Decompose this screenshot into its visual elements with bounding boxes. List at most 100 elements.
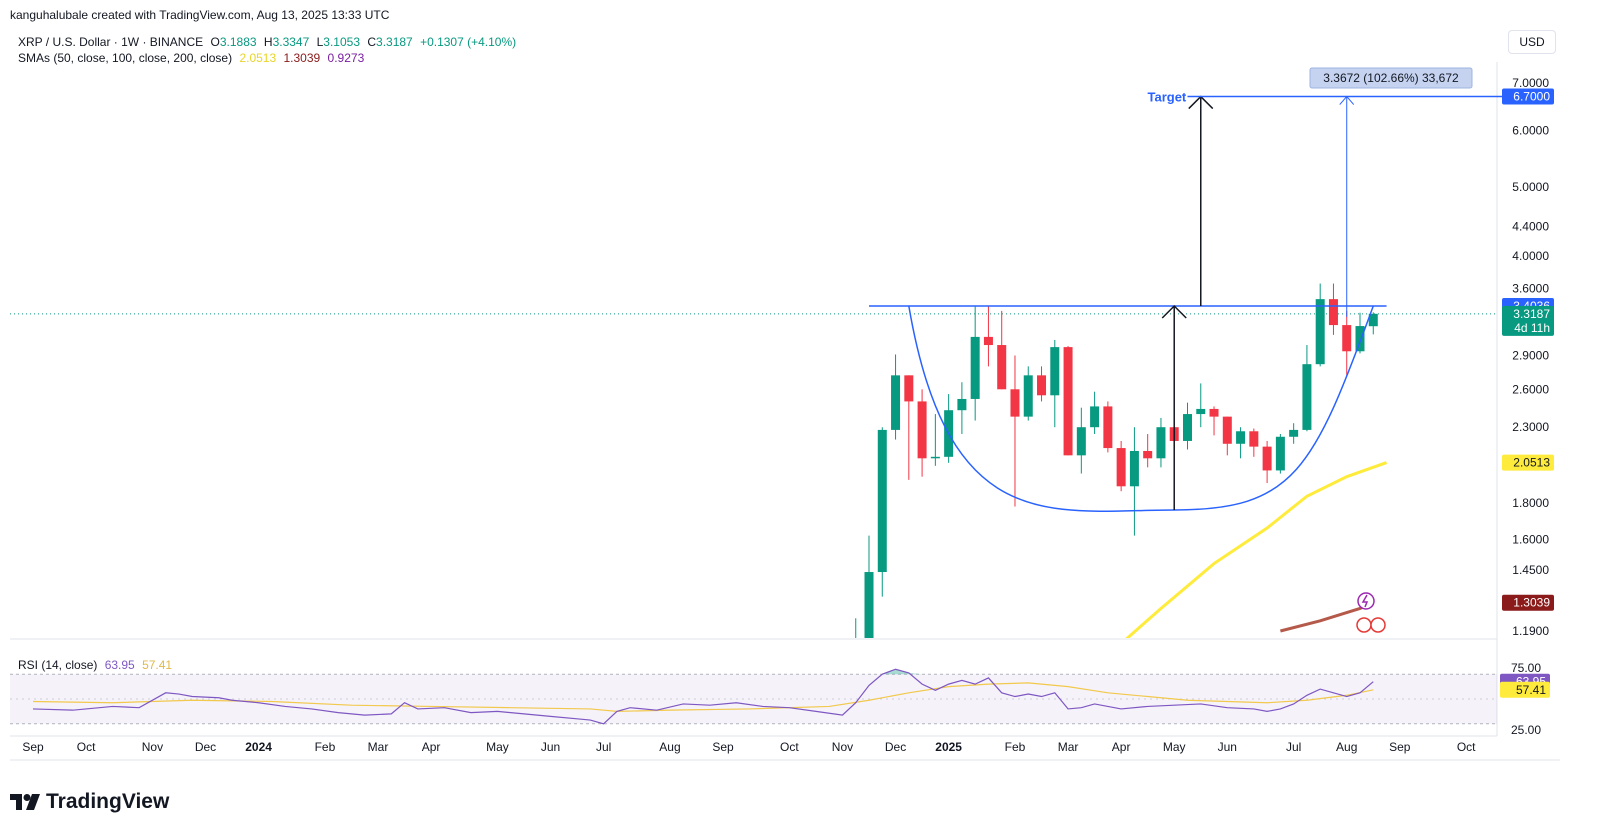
price-tag-countdown: 4d 11h — [1514, 321, 1550, 335]
y-tick-label: 2.3000 — [1512, 420, 1549, 434]
ohlc-low: L3.1053 — [317, 35, 360, 49]
candle-down — [1063, 346, 1073, 456]
x-tick-label: Jul — [596, 740, 611, 754]
y-tick-label: 5.0000 — [1512, 180, 1549, 194]
candle-body — [904, 375, 914, 402]
measure-label-box: 3.3672 (102.66%) 33,672 — [1309, 67, 1473, 89]
high-value: 3.3347 — [272, 35, 310, 49]
candle-body — [1315, 299, 1325, 365]
currency-button[interactable]: USD — [1508, 30, 1556, 54]
x-tick-label: Nov — [142, 740, 163, 754]
y-tick-label: 4.0000 — [1512, 249, 1549, 263]
price-tag: 6.7000 — [1502, 88, 1554, 105]
x-tick-label: Oct — [1457, 740, 1476, 754]
candle-down — [1116, 440, 1126, 492]
rsi-legend-value: 63.95 — [104, 658, 135, 672]
symbol-name[interactable]: XRP / U.S. Dollar · 1W · BINANCE — [18, 35, 204, 49]
x-tick-label: Mar — [1058, 740, 1079, 754]
price-tag-label: 1.3039 — [1513, 596, 1550, 610]
candle-body — [1328, 299, 1338, 326]
price-tag: 1.3039 — [1502, 594, 1554, 611]
x-tick-label: Sep — [1389, 740, 1411, 754]
target-label: Target — [1147, 90, 1186, 105]
candle-body — [1063, 347, 1073, 456]
candle-body — [891, 375, 901, 430]
lightning-icon-bolt — [1361, 594, 1369, 608]
candle-body — [1222, 416, 1232, 444]
x-tick-label: Feb — [1005, 740, 1026, 754]
low-value: 3.1053 — [323, 35, 360, 49]
candle-body — [1209, 408, 1219, 417]
candle-body — [1103, 406, 1113, 449]
axes: 7.0000 6.0000 5.0000 4.4000 4.0000 3.6000 2.90… — [22, 76, 1549, 754]
cup-pattern-drawing: Target 3.3672 (102.66%) 33,672 — [869, 67, 1506, 633]
candle-up — [1275, 434, 1285, 474]
candle-body — [957, 398, 967, 411]
sma100-value: 1.3039 — [283, 51, 321, 65]
candle-body — [930, 456, 940, 459]
candle-body — [970, 336, 980, 399]
x-tick-label: Dec — [195, 740, 216, 754]
symbol-legend-row: XRP / U.S. Dollar · 1W · BINANCE O3.1883… — [18, 34, 520, 50]
x-tick-label: Apr — [422, 740, 441, 754]
candle-body — [1196, 408, 1206, 415]
y-tick-label: 2.9000 — [1512, 349, 1549, 363]
candle-series — [855, 283, 1378, 638]
candle-body — [864, 572, 874, 638]
x-tick-label: Apr — [1112, 740, 1131, 754]
candle-down — [1037, 366, 1047, 402]
x-tick-label: 2025 — [935, 740, 962, 754]
measure-arrowhead — [1339, 95, 1355, 105]
x-tick-label: May — [1163, 740, 1186, 754]
low-label: L — [316, 35, 324, 49]
tradingview-logo[interactable]: TradingView — [10, 790, 169, 814]
rsi-ma-tag-bg — [1500, 681, 1550, 698]
candle-up — [1289, 423, 1299, 444]
sma-legend-label[interactable]: SMAs (50, close, 100, close, 200, close) — [18, 51, 233, 65]
rsi-legend-ma: 57.41 — [142, 658, 173, 672]
price-tag-bg — [1502, 594, 1554, 611]
candle-up — [1196, 383, 1206, 428]
open-label: O — [210, 35, 220, 49]
price-change: +0.1307 (+4.10%) — [420, 35, 517, 49]
rsi-legend-label[interactable]: RSI (14, close) — [18, 658, 98, 672]
x-tick-label: Feb — [315, 740, 336, 754]
close-value: 3.3187 — [376, 35, 413, 49]
y-tick-label: 4.4000 — [1512, 220, 1549, 234]
candle-body — [983, 336, 993, 346]
price-tag: 2.0513 — [1502, 454, 1554, 471]
candle-up — [1090, 391, 1100, 435]
rsi-ma-tag-label: 57.41 — [1516, 683, 1546, 697]
tradingview-logo-icon — [10, 794, 40, 810]
candle-down — [997, 310, 1007, 390]
candle-body — [1262, 446, 1272, 471]
candle-body — [1010, 389, 1020, 417]
candle-body — [1249, 431, 1259, 447]
price-tag-bg — [1502, 454, 1554, 471]
x-tick-label: Jun — [541, 740, 560, 754]
chart-legend: XRP / U.S. Dollar · 1W · BINANCE O3.1883… — [18, 34, 520, 66]
grid — [10, 62, 1560, 761]
y-tick-label: 1.4500 — [1512, 563, 1549, 577]
x-tick-label: Oct — [77, 740, 96, 754]
candle-up — [1076, 407, 1086, 474]
x-tick-label: Aug — [659, 740, 680, 754]
price-tag-label: 2.0513 — [1513, 456, 1550, 470]
attribution-text: kanguhalubale created with TradingView.c… — [10, 8, 390, 22]
sma200-value: 0.9273 — [327, 51, 365, 65]
candle-body — [877, 429, 887, 573]
candle-body — [1368, 313, 1378, 327]
close-label: C — [367, 35, 377, 49]
price-tag-bg — [1502, 305, 1554, 336]
candle-body — [1342, 325, 1352, 352]
candle-body — [1129, 450, 1139, 487]
candle-down — [1010, 355, 1020, 507]
candle-up — [855, 618, 857, 638]
candle-up — [1156, 417, 1166, 468]
x-tick-label: Nov — [832, 740, 853, 754]
candle-body — [1116, 448, 1126, 487]
candle-up — [1315, 283, 1325, 367]
candle-up — [864, 535, 874, 638]
